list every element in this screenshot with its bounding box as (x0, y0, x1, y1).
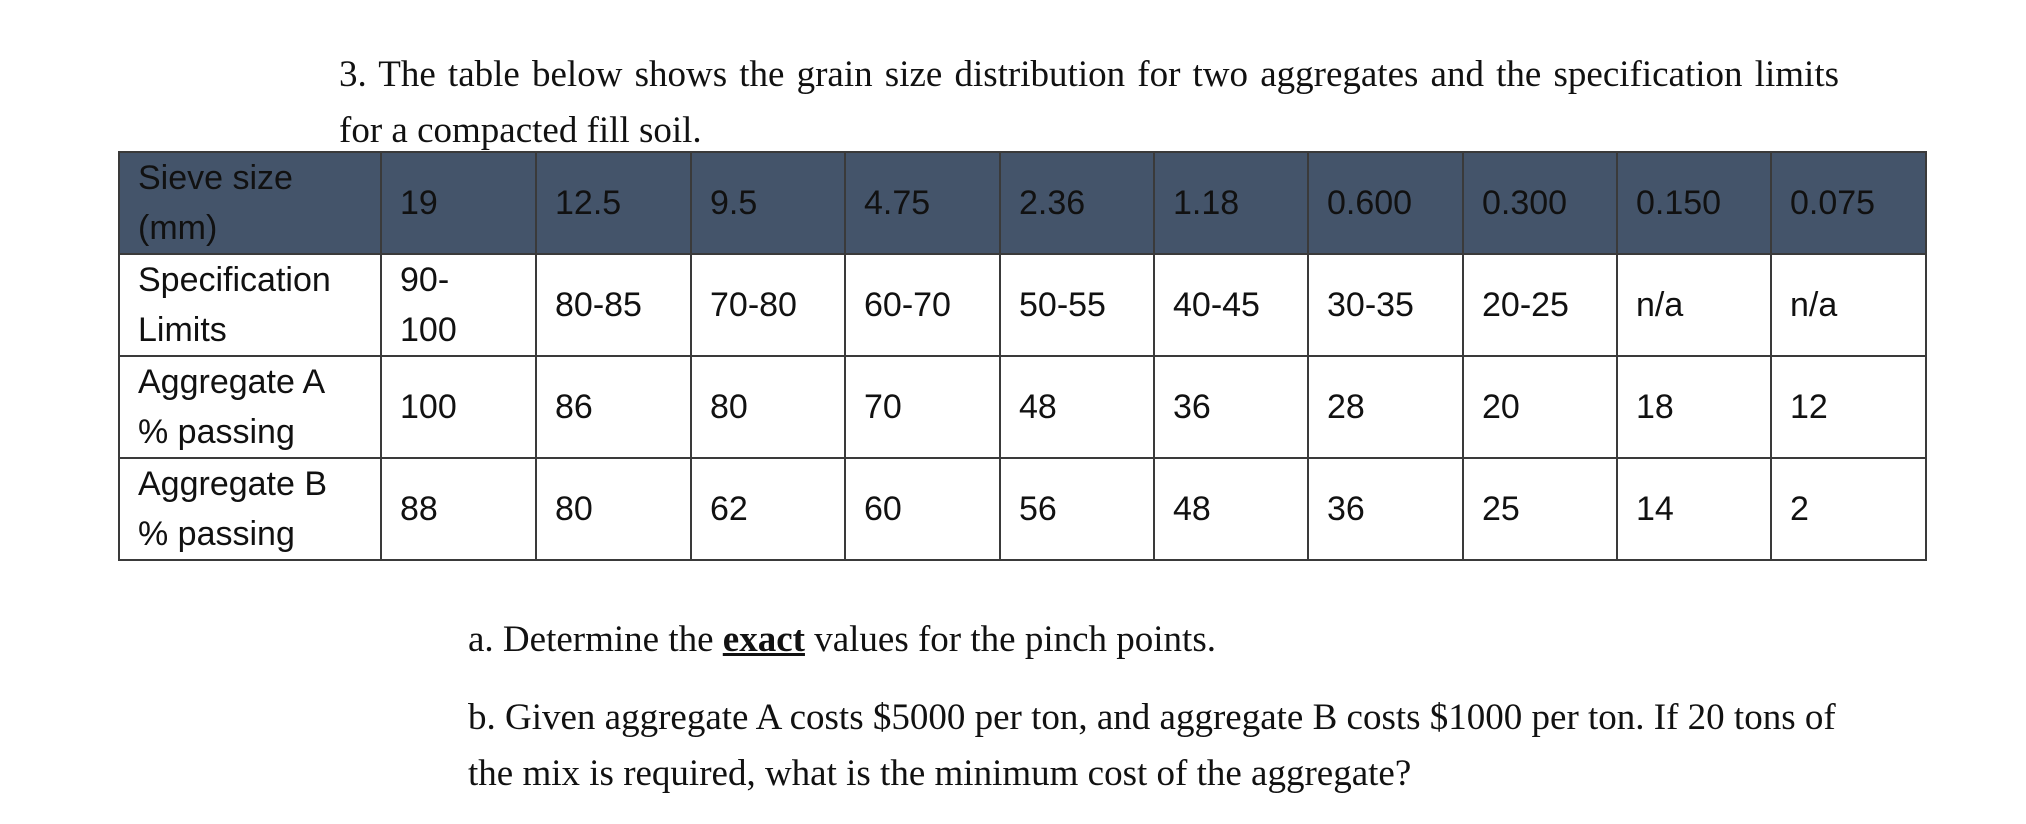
sieve-size-cell: 0.075 (1770, 151, 1927, 255)
table-cell: 25 (1462, 457, 1618, 561)
table-cell: 70 (844, 355, 1001, 459)
row-header-cell: Specification Limits (118, 253, 382, 357)
sieve-size-cell: 19 (380, 151, 537, 255)
table-cell: 20 (1462, 355, 1618, 459)
row-header-line: Specification (138, 261, 331, 299)
sieve-size-cell: 12.5 (535, 151, 692, 255)
sieve-size-cell: 1.18 (1153, 151, 1309, 255)
table-cell: 12 (1770, 355, 1927, 459)
row-header-cell: Aggregate B % passing (118, 457, 382, 561)
table-cell: 20-25 (1462, 253, 1618, 357)
sieve-size-cell: 0.600 (1307, 151, 1464, 255)
row-header-cell: Sieve size (mm) (118, 151, 382, 255)
cell-line: 100 (400, 388, 457, 426)
row-header-line: % passing (138, 515, 295, 553)
table-cell: 80-85 (535, 253, 692, 357)
sieve-size-cell: 2.36 (999, 151, 1155, 255)
sieve-size-cell: 0.300 (1462, 151, 1618, 255)
table-cell: 14 (1616, 457, 1772, 561)
row-header-line: % passing (138, 413, 295, 451)
question-a-emphasis: exact (722, 619, 805, 660)
table-row: Aggregate B % passing 88 80 62 60 56 48 … (118, 457, 1927, 561)
question-b: b. Given aggregate A costs $5000 per ton… (468, 697, 1836, 794)
row-header-line: Aggregate A (138, 363, 326, 401)
table-cell: 62 (690, 457, 846, 561)
cell-line: 88 (400, 490, 438, 528)
table-cell: 48 (999, 355, 1155, 459)
table-cell: 80 (690, 355, 846, 459)
table-cell: 50-55 (999, 253, 1155, 357)
question-a-start: a. Determine the (468, 619, 723, 660)
table-cell: 86 (535, 355, 692, 459)
table-cell: 28 (1307, 355, 1464, 459)
table-cell: 56 (999, 457, 1155, 561)
row-header-line: Limits (138, 311, 227, 349)
row-header-line: (mm) (138, 209, 218, 247)
table-cell: 60-70 (844, 253, 1001, 357)
table-cell: 88 (380, 457, 537, 561)
grain-size-table: Sieve size (mm) 19 12.5 9.5 4.75 2.36 1.… (118, 151, 1927, 561)
table-cell: 36 (1153, 355, 1309, 459)
table-cell: 90- 100 (380, 253, 537, 357)
header-row: Sieve size (mm) 19 12.5 9.5 4.75 2.36 1.… (118, 151, 1927, 255)
sieve-size-cell: 9.5 (690, 151, 846, 255)
row-header-cell: Aggregate A % passing (118, 355, 382, 459)
sieve-size-cell: 0.150 (1616, 151, 1772, 255)
cell-line: 90- (400, 261, 450, 299)
sieve-size-cell: 4.75 (844, 151, 1001, 255)
table-cell: 80 (535, 457, 692, 561)
row-header-line: Sieve size (138, 159, 293, 197)
table-row: Aggregate A % passing 100 86 80 70 48 36… (118, 355, 1927, 459)
row-header-line: Aggregate B (138, 465, 328, 503)
questions: a. Determine the exact values for the pi… (468, 612, 1838, 824)
table-cell: n/a (1770, 253, 1927, 357)
table-cell: 36 (1307, 457, 1464, 561)
question-a: a. Determine the exact values for the pi… (468, 612, 1838, 668)
problem-statement: 3. The table below shows the grain size … (339, 54, 1839, 151)
table-cell: n/a (1616, 253, 1772, 357)
table-cell: 18 (1616, 355, 1772, 459)
question-a-end: values for the pinch points. (804, 619, 1216, 660)
table-cell: 60 (844, 457, 1001, 561)
cell-line: 100 (400, 311, 457, 349)
table-row: Specification Limits 90- 100 80-85 70-80… (118, 253, 1927, 357)
table-cell: 48 (1153, 457, 1309, 561)
table-cell: 40-45 (1153, 253, 1309, 357)
table-cell: 2 (1770, 457, 1927, 561)
table-cell: 70-80 (690, 253, 846, 357)
table-cell: 30-35 (1307, 253, 1464, 357)
table-cell: 100 (380, 355, 537, 459)
